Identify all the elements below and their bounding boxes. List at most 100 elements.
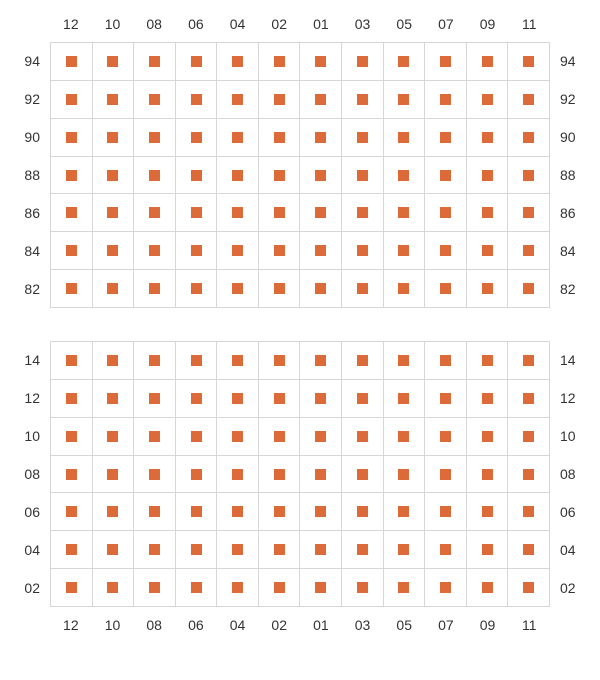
seat-cell[interactable] xyxy=(383,342,425,379)
seat-cell[interactable] xyxy=(383,531,425,568)
seat-cell[interactable] xyxy=(258,493,300,530)
seat-cell[interactable] xyxy=(424,531,466,568)
seat-cell[interactable] xyxy=(299,456,341,493)
seat-cell[interactable] xyxy=(216,157,258,194)
seat-cell[interactable] xyxy=(299,531,341,568)
seat-cell[interactable] xyxy=(216,43,258,80)
seat-cell[interactable] xyxy=(299,157,341,194)
seat-cell[interactable] xyxy=(133,194,175,231)
seat-cell[interactable] xyxy=(92,194,134,231)
seat-cell[interactable] xyxy=(383,456,425,493)
seat-cell[interactable] xyxy=(383,194,425,231)
seat-cell[interactable] xyxy=(466,157,508,194)
seat-cell[interactable] xyxy=(92,418,134,455)
seat-cell[interactable] xyxy=(51,418,92,455)
seat-cell[interactable] xyxy=(424,380,466,417)
seat-cell[interactable] xyxy=(424,569,466,606)
seat-cell[interactable] xyxy=(133,157,175,194)
seat-cell[interactable] xyxy=(258,157,300,194)
seat-cell[interactable] xyxy=(92,119,134,156)
seat-cell[interactable] xyxy=(216,342,258,379)
seat-cell[interactable] xyxy=(175,380,217,417)
seat-cell[interactable] xyxy=(175,569,217,606)
seat-cell[interactable] xyxy=(299,270,341,307)
seat-cell[interactable] xyxy=(51,43,92,80)
seat-cell[interactable] xyxy=(51,456,92,493)
seat-cell[interactable] xyxy=(92,157,134,194)
seat-cell[interactable] xyxy=(466,270,508,307)
seat-cell[interactable] xyxy=(133,380,175,417)
seat-cell[interactable] xyxy=(51,194,92,231)
seat-cell[interactable] xyxy=(383,81,425,118)
seat-cell[interactable] xyxy=(133,81,175,118)
seat-cell[interactable] xyxy=(92,569,134,606)
seat-cell[interactable] xyxy=(216,119,258,156)
seat-cell[interactable] xyxy=(175,531,217,568)
seat-cell[interactable] xyxy=(466,493,508,530)
seat-cell[interactable] xyxy=(51,493,92,530)
seat-cell[interactable] xyxy=(299,418,341,455)
seat-cell[interactable] xyxy=(258,194,300,231)
seat-cell[interactable] xyxy=(341,232,383,269)
seat-cell[interactable] xyxy=(424,493,466,530)
seat-cell[interactable] xyxy=(424,119,466,156)
seat-cell[interactable] xyxy=(466,380,508,417)
seat-cell[interactable] xyxy=(466,418,508,455)
seat-cell[interactable] xyxy=(92,342,134,379)
seat-cell[interactable] xyxy=(341,119,383,156)
seat-cell[interactable] xyxy=(51,81,92,118)
seat-cell[interactable] xyxy=(133,493,175,530)
seat-cell[interactable] xyxy=(341,493,383,530)
seat-cell[interactable] xyxy=(133,342,175,379)
seat-cell[interactable] xyxy=(258,531,300,568)
seat-cell[interactable] xyxy=(383,569,425,606)
seat-cell[interactable] xyxy=(424,342,466,379)
seat-cell[interactable] xyxy=(92,531,134,568)
seat-cell[interactable] xyxy=(299,194,341,231)
seat-cell[interactable] xyxy=(299,380,341,417)
seat-cell[interactable] xyxy=(258,569,300,606)
seat-cell[interactable] xyxy=(258,232,300,269)
seat-cell[interactable] xyxy=(133,456,175,493)
seat-cell[interactable] xyxy=(299,342,341,379)
seat-cell[interactable] xyxy=(466,342,508,379)
seat-cell[interactable] xyxy=(383,380,425,417)
seat-cell[interactable] xyxy=(92,81,134,118)
seat-cell[interactable] xyxy=(133,43,175,80)
seat-cell[interactable] xyxy=(175,232,217,269)
seat-cell[interactable] xyxy=(341,342,383,379)
seat-cell[interactable] xyxy=(424,157,466,194)
seat-cell[interactable] xyxy=(299,119,341,156)
seat-cell[interactable] xyxy=(341,380,383,417)
seat-cell[interactable] xyxy=(133,270,175,307)
seat-cell[interactable] xyxy=(383,232,425,269)
seat-cell[interactable] xyxy=(466,456,508,493)
seat-cell[interactable] xyxy=(175,81,217,118)
seat-cell[interactable] xyxy=(175,493,217,530)
seat-cell[interactable] xyxy=(258,418,300,455)
seat-cell[interactable] xyxy=(383,418,425,455)
seat-cell[interactable] xyxy=(133,531,175,568)
seat-cell[interactable] xyxy=(299,43,341,80)
seat-cell[interactable] xyxy=(424,456,466,493)
seat-cell[interactable] xyxy=(92,270,134,307)
seat-cell[interactable] xyxy=(258,43,300,80)
seat-cell[interactable] xyxy=(507,342,549,379)
seat-cell[interactable] xyxy=(383,493,425,530)
seat-cell[interactable] xyxy=(507,531,549,568)
seat-cell[interactable] xyxy=(466,531,508,568)
seat-cell[interactable] xyxy=(175,418,217,455)
seat-cell[interactable] xyxy=(51,270,92,307)
seat-cell[interactable] xyxy=(92,456,134,493)
seat-cell[interactable] xyxy=(424,43,466,80)
seat-cell[interactable] xyxy=(383,270,425,307)
seat-cell[interactable] xyxy=(51,569,92,606)
seat-cell[interactable] xyxy=(258,342,300,379)
seat-cell[interactable] xyxy=(51,531,92,568)
seat-cell[interactable] xyxy=(216,232,258,269)
seat-cell[interactable] xyxy=(258,81,300,118)
seat-cell[interactable] xyxy=(216,380,258,417)
seat-cell[interactable] xyxy=(341,270,383,307)
seat-cell[interactable] xyxy=(424,81,466,118)
seat-cell[interactable] xyxy=(258,119,300,156)
